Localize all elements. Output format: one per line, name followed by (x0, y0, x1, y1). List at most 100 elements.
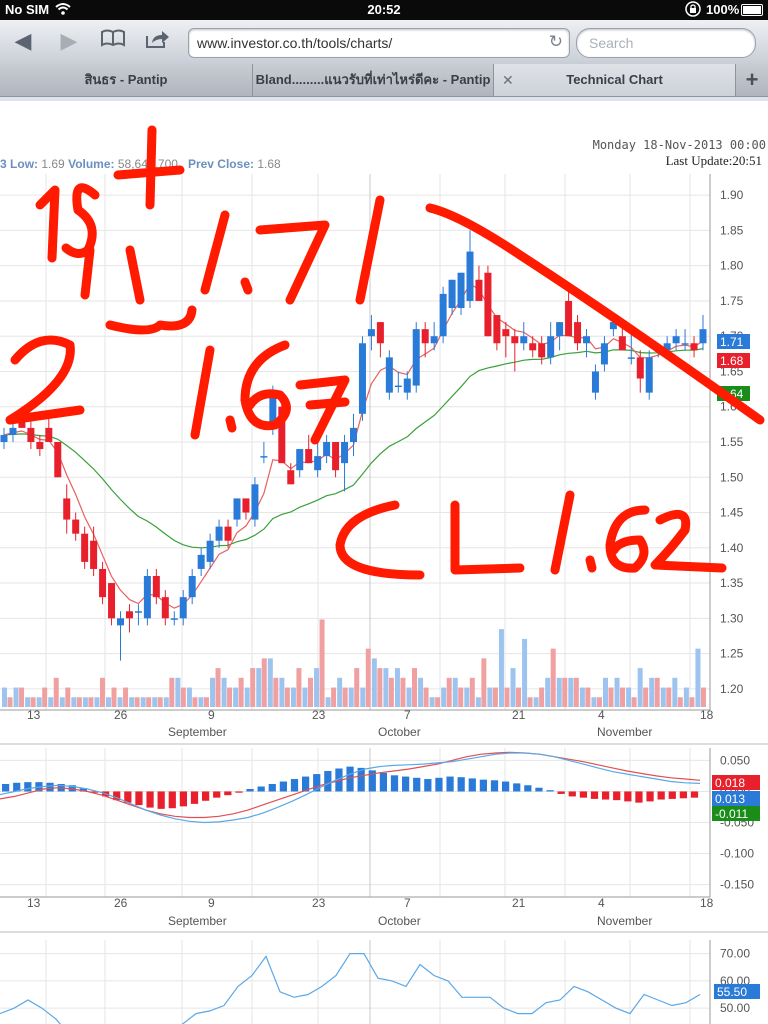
volume-bar-down (157, 697, 163, 707)
volume-bar-down (203, 697, 209, 707)
address-bar[interactable]: www.investor.co.th/tools/charts/ ↻ (188, 28, 570, 58)
volume-bar-up (290, 687, 296, 707)
volume-bar-up (360, 687, 366, 707)
handwriting-167 (295, 375, 350, 445)
macd-histogram-bar (513, 783, 521, 792)
volume-bar-up (71, 697, 77, 707)
candle-body (609, 322, 617, 330)
price-y-tick: 1.40 (720, 541, 744, 555)
macd-histogram-bar (657, 791, 665, 800)
bookmarks-icon[interactable] (98, 28, 128, 54)
macd-histogram-bar (190, 791, 199, 804)
macd-histogram-bar (490, 780, 499, 792)
candle-body (242, 498, 250, 513)
tab-pantip-2[interactable]: Bland.........แนวรับที่เท่าไหร่ดีคะ - Pa… (253, 64, 494, 96)
volume-bar-up (371, 658, 377, 707)
candle-body (332, 442, 340, 471)
macd-histogram-bar (290, 779, 299, 792)
candle-body (72, 519, 80, 534)
macd-histogram-bar (2, 784, 10, 792)
tab-technical-chart[interactable]: ✕ Technical Chart (494, 64, 736, 96)
candle-body (296, 449, 304, 471)
volume-bar-down (342, 687, 348, 707)
price-x-tick: 7 (404, 708, 411, 722)
tab-pantip-1[interactable]: สินธร - Pantip (0, 64, 253, 96)
candle-body (350, 427, 357, 442)
volume-bar-down (689, 697, 695, 707)
macd-histogram-bar (179, 791, 187, 807)
candle-body (556, 322, 564, 337)
candle-body (385, 357, 393, 393)
volume-bar-down (296, 668, 302, 707)
macd-histogram-bar (335, 768, 343, 792)
back-button[interactable]: ◀ (14, 28, 32, 53)
volume-bar-up (579, 687, 585, 707)
macd-histogram-bar (124, 791, 132, 803)
handwriting-171 (255, 220, 330, 305)
price-y-tick: 1.30 (720, 611, 744, 625)
candle-body (161, 597, 169, 619)
candle-body (412, 329, 420, 386)
macd-histogram-bar (313, 774, 321, 792)
volume-bar-up (626, 687, 632, 707)
close-tab-icon[interactable]: ✕ (502, 72, 514, 88)
volume-bar-up (210, 677, 216, 707)
volume-bar-down (550, 648, 556, 707)
volume-bar-down (620, 687, 626, 707)
volume-bar-down (7, 697, 13, 707)
candle-body (636, 357, 644, 379)
reload-icon[interactable]: ↻ (548, 32, 563, 51)
candle-body (18, 420, 26, 428)
handwriting-171 (200, 210, 230, 295)
macd-line (0, 752, 701, 824)
new-tab-button[interactable]: + (736, 64, 768, 96)
candle-body (54, 442, 62, 478)
candle-body (45, 427, 53, 442)
volume-bar-down (19, 687, 25, 707)
price-x-tick: 23 (312, 708, 326, 722)
handwriting-162 (605, 505, 650, 573)
chart-date: Monday 18-Nov-2013 00:00 (592, 138, 766, 152)
search-input[interactable]: Search (576, 28, 756, 58)
handwriting-2nd (105, 305, 197, 335)
handwriting-167 (240, 340, 291, 431)
volume-bar-up (660, 687, 666, 707)
low-prefix: 3 (0, 157, 7, 171)
candle-body (403, 378, 411, 393)
macd-histogram-bar (557, 791, 565, 794)
volume-bar-up (25, 697, 31, 707)
share-icon[interactable] (142, 28, 172, 54)
volume-bar-down (469, 677, 475, 707)
volume-bar-up (614, 677, 620, 707)
macd-histogram-bar (13, 782, 21, 792)
candle-body (466, 251, 474, 301)
macd-histogram-bar (246, 788, 254, 792)
volume-bar-down (53, 677, 59, 707)
volume-bar-up (487, 687, 493, 707)
volume-bar-down (527, 697, 533, 707)
price-y-tick: 1.75 (720, 294, 744, 308)
volume-bar-down (30, 697, 36, 707)
battery-icon (741, 4, 763, 16)
candle-body (108, 583, 116, 619)
volume-bar-down (458, 687, 464, 707)
macd-histogram-bar (579, 791, 587, 798)
macd-histogram-bar (624, 791, 632, 802)
macd-histogram-bar (79, 788, 87, 792)
macd-histogram-bar (546, 790, 554, 792)
volume-bar-down (666, 687, 672, 707)
handwriting-162 (585, 555, 597, 573)
volume-bar-up (475, 697, 481, 707)
volume-bar-up (267, 658, 273, 707)
handwriting-167 (190, 345, 215, 440)
volume-bar-up (13, 687, 19, 707)
macd-x-tick: 7 (404, 896, 411, 910)
price-y-tick: 1.85 (720, 223, 744, 237)
forward-button[interactable]: ▶ (60, 28, 78, 53)
volume-bar-down (146, 697, 152, 707)
volume-bar-up (221, 677, 227, 707)
candle-body (600, 343, 608, 365)
candle-body (690, 343, 698, 351)
volume-bar-up (325, 697, 331, 707)
